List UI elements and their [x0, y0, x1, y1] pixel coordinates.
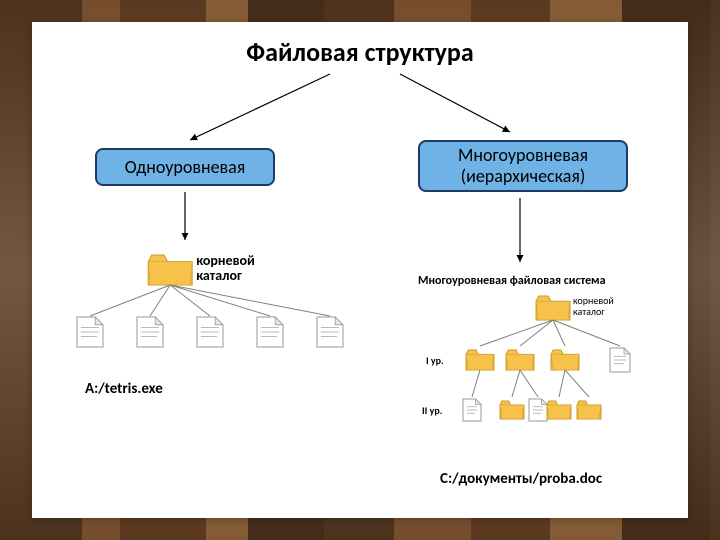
multi-path-caption: C:/документы/proba.doc	[440, 470, 602, 488]
type-multi-level: Многоуровневая(иерархическая)	[418, 140, 628, 192]
level-2-label: II ур.	[422, 404, 442, 417]
type-multi-label: Многоуровневая(иерархическая)	[458, 145, 588, 186]
multi-root-folder-label: корневойкаталог	[573, 296, 614, 317]
type-single-level: Одноуровневая	[95, 148, 275, 186]
multi-level-svg	[410, 270, 670, 450]
level-1-label: I ур.	[426, 354, 444, 367]
single-path-caption: A:/tetris.exe	[85, 380, 163, 398]
type-single-label: Одноуровневая	[125, 157, 246, 178]
root-folder-label: корневойкаталог	[196, 254, 255, 283]
single-level-diagram: корневойкаталог	[60, 246, 350, 356]
multi-level-diagram: Многоуровневая файловая система	[410, 270, 670, 450]
